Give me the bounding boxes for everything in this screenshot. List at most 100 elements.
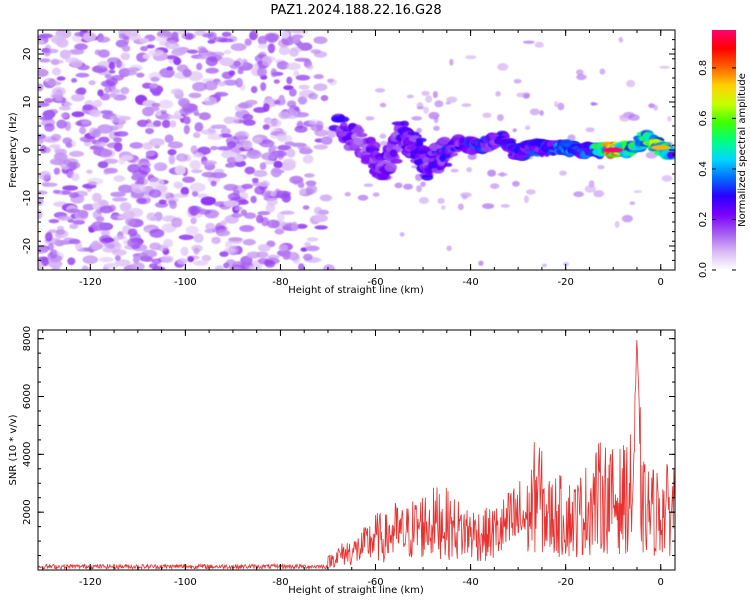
heatmap-noise-cell <box>259 162 267 170</box>
heatmap-noise-cell <box>158 199 167 205</box>
colorbar-tick-label: 0.0 <box>698 262 709 278</box>
heatmap-noise-cell <box>44 123 55 132</box>
heatmap-noise-cell <box>94 49 101 56</box>
heatmap-noise-cell <box>148 49 164 57</box>
heatmap-noise-cell <box>190 145 198 155</box>
x-tick-label: -20 <box>557 277 573 288</box>
heatmap-noise-cell <box>233 60 241 67</box>
heatmap-noise-cell <box>270 145 278 151</box>
heatmap-noise-cell <box>182 176 196 183</box>
heatmap-noise-cell <box>313 36 328 44</box>
x-tick-label: -60 <box>367 277 383 288</box>
heatmap-noise-cell <box>56 76 66 81</box>
heatmap-noise-cell <box>92 202 101 210</box>
heatmap-noise-cell <box>298 263 305 270</box>
heatmap-noise-cell <box>291 221 298 232</box>
heatmap-noise-cell <box>188 92 202 99</box>
heatmap-noise-cell <box>275 133 288 141</box>
heatmap-noise-cell <box>482 112 492 119</box>
heatmap-signal-cell <box>340 121 348 126</box>
heatmap-signal-cell <box>335 116 350 123</box>
heatmap-signal-cell <box>352 127 365 135</box>
heatmap-noise-cell <box>497 63 509 71</box>
heatmap-noise-cell <box>148 263 158 269</box>
heatmap-noise-cell <box>148 189 162 198</box>
heatmap-noise-cell <box>219 251 229 257</box>
heatmap-noise-cell <box>145 106 160 112</box>
y-tick-label: 0 <box>22 147 33 153</box>
heatmap-noise-cell <box>399 232 405 237</box>
heatmap-noise-cell <box>92 192 102 203</box>
heatmap-noise-cell <box>163 238 174 248</box>
heatmap-noise-cell <box>99 205 113 214</box>
heatmap-peak-cell <box>650 145 671 151</box>
heatmap-noise-cell <box>38 138 44 145</box>
heatmap-noise-cell <box>180 100 190 109</box>
heatmap-noise-layer <box>38 30 673 270</box>
colorbar-gradient <box>712 30 736 270</box>
heatmap-noise-cell <box>99 256 114 263</box>
heatmap-noise-cell <box>302 205 310 210</box>
heatmap-noise-cell <box>187 71 204 82</box>
heatmap-noise-cell <box>254 185 265 195</box>
heatmap-noise-cell <box>135 197 147 204</box>
heatmap-noise-cell <box>69 223 79 229</box>
heatmap-noise-cell <box>420 181 426 187</box>
heatmap-noise-cell <box>433 125 440 131</box>
heatmap-noise-cell <box>449 58 454 66</box>
heatmap-noise-cell <box>416 185 422 193</box>
heatmap-noise-cell <box>539 110 544 116</box>
heatmap-noise-cell <box>51 86 66 96</box>
heatmap-noise-cell <box>90 109 102 118</box>
heatmap-noise-cell <box>108 92 118 98</box>
heatmap-noise-cell <box>187 256 194 263</box>
heatmap-noise-cell <box>266 219 280 229</box>
heatmap-noise-cell <box>38 246 49 254</box>
snr-x-axis: -120 -100 -80 -60 -40 -20 0 <box>42 330 664 588</box>
heatmap-noise-cell <box>82 104 94 111</box>
heatmap-noise-cell <box>293 70 300 77</box>
heatmap-noise-cell <box>242 113 254 121</box>
heatmap-noise-cell <box>131 262 145 270</box>
heatmap-noise-cell <box>500 204 510 208</box>
y-tick-label: 10 <box>22 96 33 109</box>
heatmap-noise-cell <box>516 92 527 98</box>
heatmap-noise-cell <box>205 67 219 74</box>
heatmap-noise-cell <box>266 33 278 43</box>
heatmap-noise-cell <box>495 91 501 97</box>
heatmap-signal-cell <box>418 150 428 155</box>
heatmap-noise-cell <box>118 33 127 39</box>
heatmap-noise-cell <box>56 38 69 48</box>
heatmap-noise-cell <box>261 56 272 67</box>
heatmap-noise-cell <box>573 191 584 198</box>
heatmap-noise-cell <box>416 106 425 110</box>
heatmap-noise-cell <box>576 74 587 81</box>
heatmap-noise-cell <box>512 128 517 132</box>
heatmap-noise-cell <box>197 209 212 215</box>
heatmap-noise-cell <box>169 201 177 209</box>
heatmap-signal-cell <box>384 162 398 172</box>
heatmap-noise-cell <box>618 36 624 43</box>
heatmap-noise-cell <box>244 166 256 175</box>
heatmap-noise-cell <box>593 190 605 198</box>
heatmap-noise-cell <box>213 36 229 43</box>
heatmap-noise-cell <box>648 103 655 109</box>
heatmap-noise-cell <box>626 79 636 88</box>
heatmap-noise-cell <box>120 87 130 95</box>
heatmap-noise-cell <box>57 215 72 221</box>
heatmap-noise-cell <box>490 183 500 190</box>
heatmap-noise-cell <box>257 244 271 252</box>
heatmap-noise-cell <box>86 169 93 174</box>
heatmap-noise-cell <box>217 81 226 87</box>
heatmap-noise-cell <box>140 46 149 52</box>
heatmap-noise-cell <box>225 162 236 168</box>
heatmap-noise-cell <box>198 112 211 121</box>
heatmap-noise-cell <box>223 49 232 55</box>
heatmap-noise-cell <box>223 116 236 125</box>
heatmap-noise-cell <box>294 57 311 62</box>
heatmap-noise-cell <box>240 209 247 216</box>
heatmap-noise-cell <box>44 97 53 104</box>
heatmap-noise-cell <box>60 112 69 119</box>
heatmap-noise-cell <box>416 127 422 134</box>
